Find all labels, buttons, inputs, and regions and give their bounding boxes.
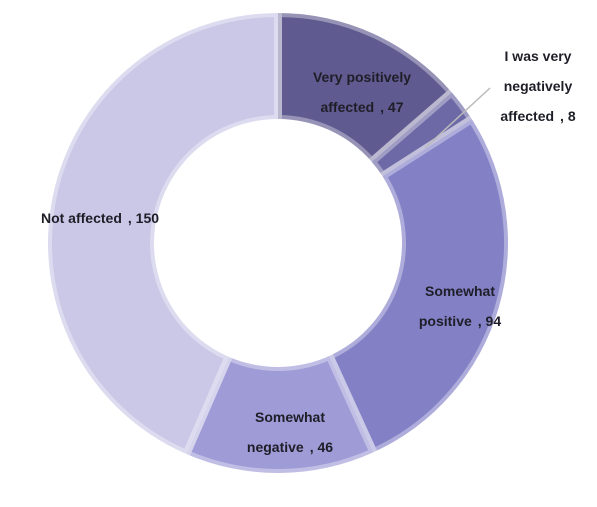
category-label: Somewhat positive <box>418 283 495 329</box>
category-label: I was very negatively affected <box>500 48 573 124</box>
category-label: Very positively affected <box>312 69 412 115</box>
slice-label: Somewhat positive, 94 <box>405 276 515 336</box>
donut-slice <box>181 350 379 477</box>
value-label: , 94 <box>477 313 502 329</box>
leader-line <box>424 87 491 149</box>
value-label: , 8 <box>560 108 576 124</box>
donut-slice <box>44 8 282 460</box>
value-label: , 47 <box>380 99 404 115</box>
slice-label: Not affected , 150 <box>40 203 160 233</box>
value-label: , 150 <box>127 210 160 226</box>
slice-label: Very positively affected, 47 <box>292 62 432 122</box>
category-label: Not affected <box>40 210 122 226</box>
donut-slice <box>324 113 512 458</box>
value-label: , 46 <box>309 439 334 455</box>
donut-slice <box>274 8 458 168</box>
slice-label: I was very negatively affected, 8 <box>488 41 588 131</box>
category-label: Somewhat negative <box>246 409 325 455</box>
slice-label: Somewhat negative, 46 <box>230 402 350 462</box>
